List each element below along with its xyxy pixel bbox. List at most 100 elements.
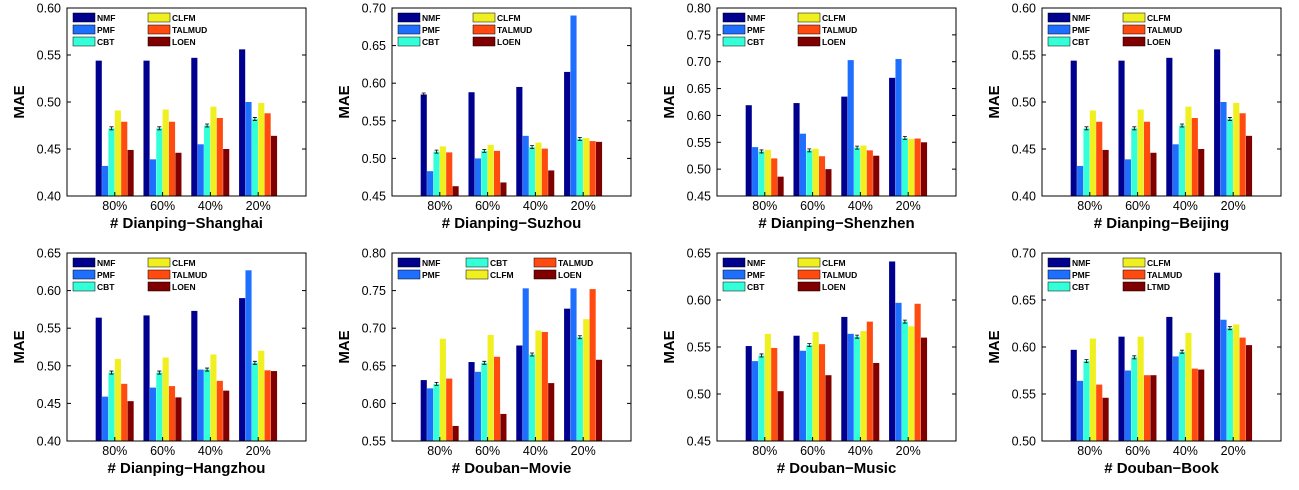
bar-nmf-2	[468, 362, 475, 441]
bar-pmf-3	[847, 60, 854, 196]
error-bar	[759, 353, 764, 358]
x-tick-label: 40%	[198, 444, 223, 458]
error-bar	[759, 149, 764, 154]
chart-svg: 0.40 0.45 0.50 0.55 0.60 80% 60% 40% 20% # Dianpi…	[986, 2, 1282, 232]
legend-swatch-cbt	[465, 257, 489, 268]
bar-clfm-1	[439, 146, 446, 196]
y-tick-label: 0.40	[1012, 190, 1036, 204]
bar-talmud-1	[446, 378, 453, 441]
bar-talmud-3	[866, 150, 873, 196]
axes-frame	[716, 7, 957, 197]
bar-loen-3	[548, 383, 555, 441]
bar-cbt-3	[529, 147, 536, 196]
x-tick-label: 80%	[752, 199, 777, 213]
x-tick-label: 40%	[1173, 199, 1198, 213]
bar-loen-3	[873, 362, 880, 441]
bar-loen-1	[452, 186, 459, 196]
bar-loen-4	[270, 135, 278, 196]
error-bar	[205, 367, 210, 372]
legend-label-pmf: PMF	[747, 25, 765, 35]
bar-nmf-3	[191, 57, 198, 196]
axes-frame	[391, 7, 632, 197]
bar-nmf-3	[841, 96, 848, 196]
bar-clfm-1	[764, 149, 771, 196]
bar-clfm-3	[535, 330, 542, 441]
x-axis-label: # Douban−Book	[1104, 460, 1219, 477]
chart-panel-5: 0.40 0.45 0.50 0.55 0.60 0.65 80% 60% 40% 20% # Di…	[0, 245, 325, 490]
legend-swatch-clfm	[1122, 257, 1146, 268]
bar-cbt-2	[481, 150, 488, 196]
error-bar	[902, 136, 907, 140]
bar-talmud-4	[1239, 113, 1246, 196]
legend-swatch-cbt	[72, 36, 96, 47]
legend-swatch-pmf	[1047, 24, 1071, 35]
error-bar	[1132, 126, 1137, 131]
bar-clfm-4	[258, 350, 265, 441]
error-bar	[482, 148, 487, 153]
bar-clfm-1	[114, 359, 121, 441]
legend-swatch-nmf	[72, 12, 96, 23]
y-axis-label: MAE	[11, 330, 28, 363]
legend-label-loen: LOEN	[497, 37, 521, 47]
bar-clfm-2	[162, 109, 169, 196]
bar-talmud-2	[168, 386, 176, 441]
chart-svg: 0.45 0.50 0.55 0.60 0.65 80% 60% 40% 20% # Douban…	[661, 247, 957, 477]
bar-nmf-3	[841, 316, 848, 441]
chart-svg: 0.40 0.45 0.50 0.55 0.60 80% 60% 40% 20% # Dianpi…	[11, 2, 307, 232]
bar-clfm-3	[210, 106, 217, 196]
y-tick-label: 0.50	[37, 359, 61, 373]
chart-panel-7: 0.45 0.50 0.55 0.60 0.65 80% 60% 40% 20% # Douban…	[650, 245, 975, 490]
bar-pmf-4	[245, 102, 252, 196]
bar-loen-1	[127, 401, 134, 441]
legend-swatch-nmf	[397, 257, 421, 268]
legend-label-talmud: TALMUD	[497, 25, 532, 35]
legend-label-cbt: CBT	[97, 282, 115, 292]
bar-loen-1	[127, 149, 134, 196]
y-tick-label: 0.65	[687, 247, 711, 261]
y-tick-label: 0.50	[1012, 435, 1036, 449]
bar-nmf-1	[95, 317, 102, 441]
bar-clfm-2	[487, 334, 494, 441]
legend-label-talmud: TALMUD	[172, 25, 207, 35]
x-tick-label: 80%	[427, 199, 452, 213]
y-tick-label: 0.45	[687, 190, 711, 204]
y-tick-label: 0.45	[687, 435, 711, 449]
x-axis-label: # Dianping−Shenzhen	[758, 215, 914, 232]
bar-talmud-3	[866, 321, 873, 441]
legend-label-pmf: PMF	[747, 270, 765, 280]
bar-cbt-3	[204, 369, 211, 441]
legend-label-talmud: TALMUD	[1147, 270, 1182, 280]
chart-svg: 0.55 0.60 0.65 0.70 0.75 0.80 80% 60% 40% 20% # Do…	[336, 247, 632, 477]
y-tick-label: 0.65	[362, 39, 386, 53]
bar-pmf-2	[1124, 370, 1131, 441]
bar-talmud-1	[1096, 384, 1103, 441]
x-axis-label: # Dianping−Beijing	[1094, 215, 1229, 232]
error-bar	[434, 381, 439, 386]
legend-label-pmf: PMF	[422, 270, 440, 280]
bar-clfm-2	[162, 357, 169, 441]
legend-label-clfm: CLFM	[172, 258, 196, 268]
bar-talmud-4	[264, 113, 271, 196]
bar-loen-2	[175, 397, 182, 441]
bar-talmud-1	[121, 383, 128, 441]
bar-talmud-3	[1191, 368, 1198, 441]
error-bar	[1084, 359, 1089, 364]
y-tick-label: 0.70	[1012, 247, 1036, 261]
legend-swatch-nmf	[1047, 12, 1071, 23]
x-tick-label: 40%	[848, 199, 873, 213]
error-bar	[252, 360, 257, 365]
bar-pmf-3	[1172, 356, 1179, 441]
bar-pmf-4	[245, 270, 252, 441]
legend-swatch-cbt	[722, 281, 746, 292]
legend-label-loen: LOEN	[172, 37, 196, 47]
legend-swatch-nmf	[722, 257, 746, 268]
legend-swatch-pmf	[72, 24, 96, 35]
legend-swatch-clfm	[147, 12, 171, 23]
y-tick-label: 0.65	[37, 247, 61, 261]
bar-cbt-1	[1083, 361, 1090, 441]
bar-cbt-2	[806, 150, 813, 196]
legend-swatch-cbt	[722, 36, 746, 47]
bar-talmud-1	[771, 158, 778, 196]
bar-loen-3	[223, 390, 230, 441]
bar-cbt-3	[854, 147, 861, 196]
